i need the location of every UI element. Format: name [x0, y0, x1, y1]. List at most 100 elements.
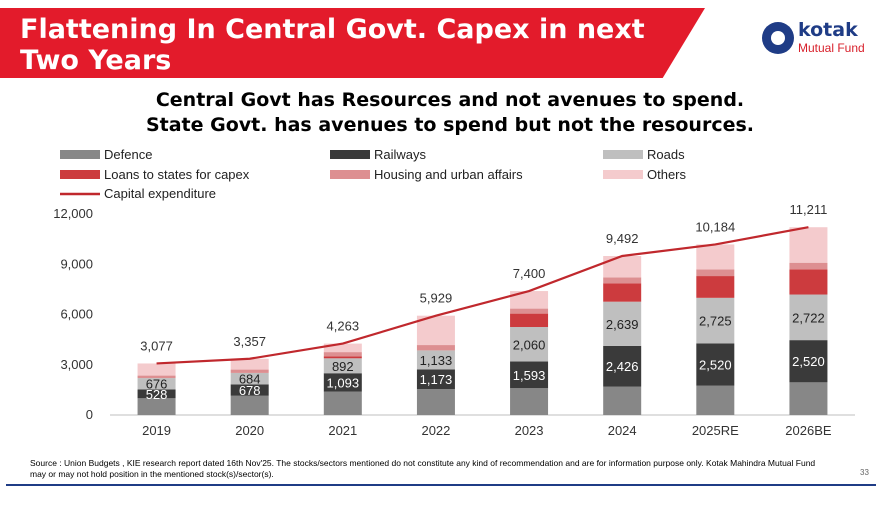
subtitle: Central Govt has Resources and not avenu… — [120, 88, 780, 138]
data-label: 2,722 — [792, 310, 825, 325]
logo-mark-icon — [762, 22, 794, 54]
bar-segment — [789, 340, 828, 383]
bar-segment — [137, 378, 176, 390]
bar-segment — [323, 343, 362, 353]
data-label: 684 — [239, 372, 261, 387]
legend-label: Defence — [104, 147, 152, 162]
legend-label: Housing and urban affairs — [374, 167, 523, 182]
bar-segment — [230, 372, 269, 385]
bar-segment — [696, 269, 735, 277]
x-tick-label: 2022 — [421, 423, 450, 438]
legend-label: Roads — [647, 147, 685, 162]
data-label: 2,060 — [513, 337, 546, 352]
bar-segment — [230, 395, 269, 415]
data-label: 2,639 — [606, 317, 639, 332]
bar-segment — [789, 262, 828, 270]
bar-segment — [137, 389, 176, 399]
bar-segment — [416, 369, 455, 390]
bar-segment — [510, 308, 549, 314]
x-tick-label: 2024 — [608, 423, 637, 438]
bar-segment — [230, 358, 269, 370]
bar-segment — [603, 283, 642, 302]
line-value-label: 5,929 — [420, 291, 453, 306]
bar-segment — [230, 369, 269, 373]
bar-segment — [789, 269, 828, 295]
line-value-label: 10,184 — [695, 219, 735, 234]
data-label: 2,426 — [606, 359, 639, 374]
bar-segment — [137, 398, 176, 415]
capex-chart: 0 3,000 6,000 9,000 12,000 Defence Railways Roa… — [53, 147, 855, 438]
data-label: 676 — [146, 377, 168, 392]
bar-segment — [789, 227, 828, 263]
y-tick-label: 0 — [86, 407, 93, 422]
legend-swatch — [60, 150, 100, 159]
data-label: 1,593 — [513, 368, 546, 383]
bar-segment — [323, 373, 362, 392]
bar-segment — [137, 363, 176, 376]
bar-segment — [510, 361, 549, 389]
legend-label: Capital expenditure — [104, 186, 216, 201]
legend-label: Railways — [374, 147, 427, 162]
bar-segment — [696, 297, 735, 344]
bar-segment — [696, 276, 735, 298]
kotak-logo: kotak Mutual Fund — [762, 16, 882, 60]
bar-segment — [510, 388, 549, 415]
line-value-label: 11,211 — [790, 202, 828, 217]
y-tick-label: 6,000 — [60, 307, 93, 322]
data-label: 2,725 — [699, 314, 732, 329]
line-value-label: 7,400 — [513, 266, 546, 281]
data-label: 2,520 — [699, 358, 732, 373]
y-tick-label: 3,000 — [60, 357, 93, 372]
page-title: Flattening In Central Govt. Capex in nex… — [20, 14, 645, 76]
capex-line — [156, 226, 809, 365]
data-label: 1,133 — [420, 353, 453, 368]
footer-divider — [6, 484, 876, 486]
bar-segment — [603, 277, 642, 284]
bar-segment — [510, 313, 549, 328]
y-tick-label: 9,000 — [60, 256, 93, 271]
x-tick-label: 2026BE — [785, 423, 832, 438]
bar-segment — [510, 291, 549, 309]
data-label: 892 — [332, 359, 354, 374]
subtitle-line-2: State Govt. has avenues to spend but not… — [145, 114, 755, 136]
line-value-label: 9,492 — [606, 231, 639, 246]
bar-segment — [603, 345, 642, 387]
bar-segment — [789, 382, 828, 415]
data-label: 678 — [239, 383, 261, 398]
line-value-label: 3,357 — [233, 334, 266, 349]
x-tick-label: 2020 — [235, 423, 264, 438]
legend-swatch — [330, 170, 370, 179]
legend-swatch — [603, 170, 643, 179]
legend-swatch — [603, 150, 643, 159]
bar-segment — [323, 352, 362, 357]
subtitle-line-1: Central Govt has Resources and not avenu… — [155, 89, 745, 111]
legend-label: Loans to states for capex — [104, 167, 250, 182]
legend-label: Others — [647, 167, 687, 182]
data-label: 1,173 — [420, 372, 453, 387]
line-value-label: 4,263 — [327, 319, 360, 334]
x-tick-label: 2019 — [142, 423, 171, 438]
line-value-label: 3,077 — [140, 338, 173, 353]
x-tick-label: 2021 — [328, 423, 357, 438]
logo-brand: kotak — [798, 19, 858, 41]
source-note: Source : Union Budgets , KIE research re… — [30, 458, 816, 479]
data-label: 528 — [146, 387, 168, 402]
bar-segment — [696, 385, 735, 415]
bar-segment — [323, 358, 362, 374]
bar-segment — [416, 350, 455, 370]
title-banner — [0, 8, 705, 78]
bar-segment — [323, 356, 362, 359]
bar-segment — [696, 343, 735, 386]
logo-sub: Mutual Fund — [798, 41, 865, 55]
bar-segment — [416, 345, 455, 351]
bar-segment — [603, 386, 642, 415]
y-tick-label: 12,000 — [53, 206, 93, 221]
bar-segment — [789, 294, 828, 341]
bar-segment — [416, 389, 455, 415]
legend-swatch — [60, 170, 100, 179]
legend-swatch — [330, 150, 370, 159]
data-label: 2,520 — [792, 354, 825, 369]
bar-segment — [510, 327, 549, 362]
bar-segment — [230, 384, 269, 396]
bar-segment — [603, 301, 642, 346]
